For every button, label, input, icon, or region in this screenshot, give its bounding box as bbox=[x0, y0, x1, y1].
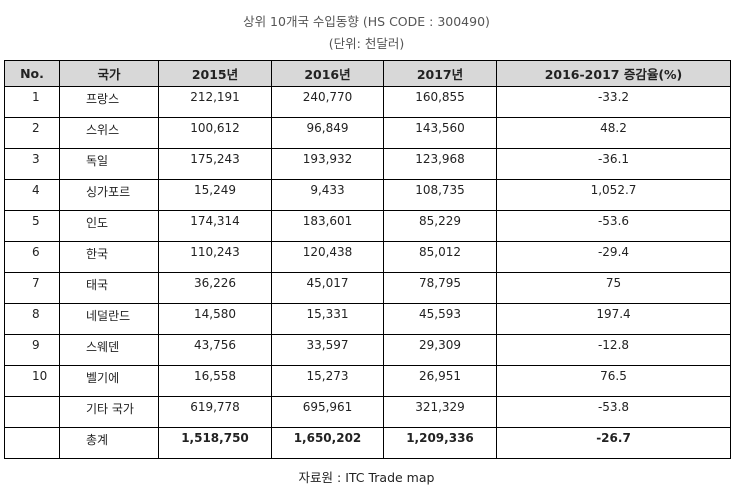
row-2015: 15,249 bbox=[158, 179, 272, 211]
row-change: -29.4 bbox=[496, 241, 731, 273]
row-no: 5 bbox=[4, 210, 60, 242]
total-2017: 1,209,336 bbox=[383, 427, 497, 459]
row-no: 6 bbox=[4, 241, 60, 273]
row-2016: 695,961 bbox=[271, 396, 384, 428]
row-2016: 183,601 bbox=[271, 210, 384, 242]
row-no: 4 bbox=[4, 179, 60, 211]
row-2017: 85,229 bbox=[383, 210, 497, 242]
row-2017: 45,593 bbox=[383, 303, 497, 335]
table-row: 8 네덜란드 14,580 15,331 45,593 197.4 bbox=[4, 303, 731, 335]
row-2015: 175,243 bbox=[158, 148, 272, 180]
row-country: 한국 bbox=[59, 241, 159, 273]
row-2017: 85,012 bbox=[383, 241, 497, 273]
row-2016: 33,597 bbox=[271, 334, 384, 366]
row-change: -53.8 bbox=[496, 396, 731, 428]
row-2015: 100,612 bbox=[158, 117, 272, 149]
row-change: -12.8 bbox=[496, 334, 731, 366]
table-row: 1 프랑스 212,191 240,770 160,855 -33.2 bbox=[4, 86, 731, 118]
total-label: 총계 bbox=[59, 427, 159, 459]
row-country: 싱가포르 bbox=[59, 179, 159, 211]
total-row: 총계 1,518,750 1,650,202 1,209,336 -26.7 bbox=[4, 427, 731, 459]
unit-label: (단위: 천달러) bbox=[328, 36, 405, 51]
table-row: 7 태국 36,226 45,017 78,795 75 bbox=[4, 272, 731, 304]
row-2016: 96,849 bbox=[271, 117, 384, 149]
row-no: 10 bbox=[4, 365, 60, 397]
row-2016: 15,273 bbox=[271, 365, 384, 397]
table-row: 기타 국가 619,778 695,961 321,329 -53.8 bbox=[4, 396, 731, 428]
row-no bbox=[4, 396, 60, 428]
row-country: 기타 국가 bbox=[59, 396, 159, 428]
table-row: 5 인도 174,314 183,601 85,229 -53.6 bbox=[4, 210, 731, 242]
table-title: 상위 10개국 수입동향 (HS CODE : 300490) bbox=[243, 14, 490, 29]
row-2016: 15,331 bbox=[271, 303, 384, 335]
table-row: 3 독일 175,243 193,932 123,968 -36.1 bbox=[4, 148, 731, 180]
row-2015: 174,314 bbox=[158, 210, 272, 242]
total-no bbox=[4, 427, 60, 459]
row-2017: 78,795 bbox=[383, 272, 497, 304]
table-row: 10 벨기에 16,558 15,273 26,951 76.5 bbox=[4, 365, 731, 397]
row-country: 네덜란드 bbox=[59, 303, 159, 335]
row-no: 9 bbox=[4, 334, 60, 366]
row-country: 스웨덴 bbox=[59, 334, 159, 366]
row-country: 프랑스 bbox=[59, 86, 159, 118]
row-change: 197.4 bbox=[496, 303, 731, 335]
header-2016: 2016년 bbox=[271, 60, 384, 87]
table-row: 6 한국 110,243 120,438 85,012 -29.4 bbox=[4, 241, 731, 273]
row-2016: 45,017 bbox=[271, 272, 384, 304]
row-2015: 619,778 bbox=[158, 396, 272, 428]
row-2016: 120,438 bbox=[271, 241, 384, 273]
row-country: 독일 bbox=[59, 148, 159, 180]
row-change: -33.2 bbox=[496, 86, 731, 118]
row-2017: 29,309 bbox=[383, 334, 497, 366]
row-2017: 123,968 bbox=[383, 148, 497, 180]
header-2017: 2017년 bbox=[383, 60, 497, 87]
row-2017: 321,329 bbox=[383, 396, 497, 428]
row-2017: 143,560 bbox=[383, 117, 497, 149]
row-no: 8 bbox=[4, 303, 60, 335]
table-row: 4 싱가포르 15,249 9,433 108,735 1,052.7 bbox=[4, 179, 731, 211]
row-2015: 43,756 bbox=[158, 334, 272, 366]
row-no: 3 bbox=[4, 148, 60, 180]
import-table: No. 국가 2015년 2016년 2017년 2016-2017 증감율(%… bbox=[4, 60, 731, 459]
row-country: 벨기에 bbox=[59, 365, 159, 397]
row-no: 1 bbox=[4, 86, 60, 118]
table-row: 2 스위스 100,612 96,849 143,560 48.2 bbox=[4, 117, 731, 149]
row-2016: 240,770 bbox=[271, 86, 384, 118]
row-2017: 108,735 bbox=[383, 179, 497, 211]
row-change: -53.6 bbox=[496, 210, 731, 242]
row-2017: 160,855 bbox=[383, 86, 497, 118]
row-change: 48.2 bbox=[496, 117, 731, 149]
row-country: 인도 bbox=[59, 210, 159, 242]
table-row: 9 스웨덴 43,756 33,597 29,309 -12.8 bbox=[4, 334, 731, 366]
row-change: 76.5 bbox=[496, 365, 731, 397]
header-change: 2016-2017 증감율(%) bbox=[496, 60, 731, 87]
total-2016: 1,650,202 bbox=[271, 427, 384, 459]
total-change: -26.7 bbox=[496, 427, 731, 459]
row-2016: 9,433 bbox=[271, 179, 384, 211]
row-change: 1,052.7 bbox=[496, 179, 731, 211]
row-2017: 26,951 bbox=[383, 365, 497, 397]
row-country: 스위스 bbox=[59, 117, 159, 149]
row-2015: 14,580 bbox=[158, 303, 272, 335]
header-2015: 2015년 bbox=[158, 60, 272, 87]
row-2015: 110,243 bbox=[158, 241, 272, 273]
row-2015: 212,191 bbox=[158, 86, 272, 118]
row-no: 2 bbox=[4, 117, 60, 149]
source-note: 자료원 : ITC Trade map bbox=[298, 470, 435, 485]
header-row: No. 국가 2015년 2016년 2017년 2016-2017 증감율(%… bbox=[4, 60, 731, 87]
row-no: 7 bbox=[4, 272, 60, 304]
header-no: No. bbox=[4, 60, 60, 87]
total-2015: 1,518,750 bbox=[158, 427, 272, 459]
row-country: 태국 bbox=[59, 272, 159, 304]
row-change: 75 bbox=[496, 272, 731, 304]
header-country: 국가 bbox=[59, 60, 159, 87]
row-2015: 16,558 bbox=[158, 365, 272, 397]
row-2015: 36,226 bbox=[158, 272, 272, 304]
row-2016: 193,932 bbox=[271, 148, 384, 180]
row-change: -36.1 bbox=[496, 148, 731, 180]
